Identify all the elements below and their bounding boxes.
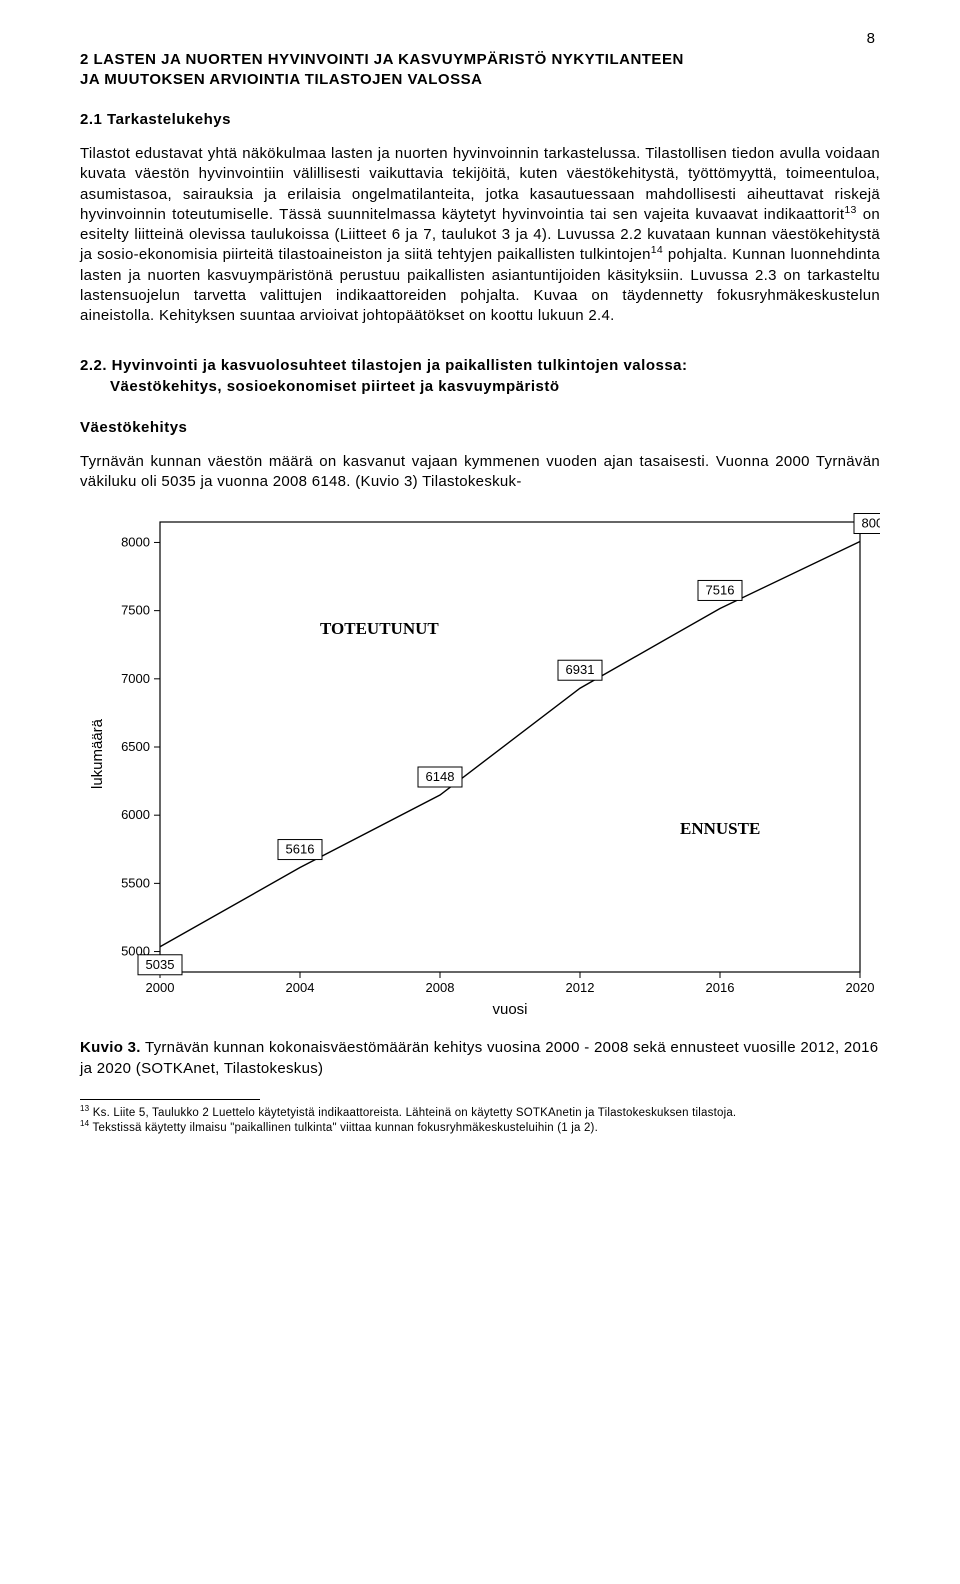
plot-border bbox=[160, 522, 860, 972]
caption-text: Tyrnävän kunnan kokonaisväestömäärän keh… bbox=[80, 1039, 878, 1076]
heading-2-2-line2: Väestökehitys, sosioekonomiset piirteet … bbox=[80, 377, 880, 397]
x-axis-label: vuosi bbox=[492, 1001, 527, 1018]
footnote-14-sup: 14 bbox=[80, 1119, 89, 1128]
footnote-13-sup: 13 bbox=[80, 1104, 89, 1113]
sup-ref-13: 13 bbox=[844, 204, 856, 216]
svg-text:7500: 7500 bbox=[121, 603, 150, 618]
svg-text:5616: 5616 bbox=[286, 842, 315, 857]
svg-text:2020: 2020 bbox=[846, 980, 875, 995]
heading-chapter-line1: 2 LASTEN JA NUORTEN HYVINVOINTI JA KASVU… bbox=[80, 51, 684, 68]
annotation-toteutunut: TOTEUTUNUT bbox=[320, 619, 439, 638]
heading-chapter-line2: JA MUUTOKSEN ARVIOINTIA TILASTOJEN VALOS… bbox=[80, 71, 482, 88]
svg-text:6148: 6148 bbox=[426, 769, 455, 784]
heading-section-2-2: 2.2. Hyvinvointi ja kasvuolosuhteet tila… bbox=[80, 356, 880, 397]
svg-text:6500: 6500 bbox=[121, 739, 150, 754]
document-page: 8 2 LASTEN JA NUORTEN HYVINVOINTI JA KAS… bbox=[0, 0, 960, 1176]
svg-text:2004: 2004 bbox=[286, 980, 315, 995]
svg-text:8000: 8000 bbox=[121, 535, 150, 550]
footnote-14: 14 Tekstissä käytetty ilmaisu "paikallin… bbox=[80, 1121, 880, 1136]
page-number: 8 bbox=[867, 30, 875, 47]
svg-text:2012: 2012 bbox=[566, 980, 595, 995]
population-chart: lukumäärä vuosi 500055006000650070007500… bbox=[80, 504, 880, 1024]
chart-svg: lukumäärä vuosi 500055006000650070007500… bbox=[80, 504, 880, 1024]
svg-text:6931: 6931 bbox=[566, 662, 595, 677]
footnote-13-text: Ks. Liite 5, Taulukko 2 Luettelo käytety… bbox=[89, 1107, 736, 1119]
heading-subsection-population: Väestökehitys bbox=[80, 419, 880, 436]
svg-text:7516: 7516 bbox=[706, 583, 735, 598]
svg-text:5500: 5500 bbox=[121, 876, 150, 891]
footnote-13: 13 Ks. Liite 5, Taulukko 2 Luettelo käyt… bbox=[80, 1106, 880, 1121]
paragraph-1: Tilastot edustavat yhtä näkökulmaa laste… bbox=[80, 144, 880, 326]
svg-text:2016: 2016 bbox=[706, 980, 735, 995]
heading-section-2-1: 2.1 Tarkastelukehys bbox=[80, 111, 880, 128]
y-axis-ticks: 5000550060006500700075008000 bbox=[121, 535, 160, 959]
svg-text:8007: 8007 bbox=[862, 516, 880, 531]
annotation-ennuste: ENNUSTE bbox=[680, 819, 760, 838]
heading-chapter: 2 LASTEN JA NUORTEN HYVINVOINTI JA KASVU… bbox=[80, 50, 880, 89]
svg-text:2008: 2008 bbox=[426, 980, 455, 995]
x-axis-ticks: 2000 2004 2008 2012 2016 2020 bbox=[146, 972, 875, 995]
caption-label: Kuvio 3. bbox=[80, 1039, 141, 1056]
footnote-separator bbox=[80, 1099, 260, 1100]
paragraph-1a: Tilastot edustavat yhtä näkökulmaa laste… bbox=[80, 145, 880, 223]
chart-caption: Kuvio 3. Tyrnävän kunnan kokonaisväestöm… bbox=[80, 1038, 880, 1079]
svg-text:7000: 7000 bbox=[121, 671, 150, 686]
sup-ref-14: 14 bbox=[651, 244, 663, 256]
svg-text:5035: 5035 bbox=[146, 957, 175, 972]
heading-2-2-line1: 2.2. Hyvinvointi ja kasvuolosuhteet tila… bbox=[80, 357, 688, 374]
svg-text:6000: 6000 bbox=[121, 807, 150, 822]
svg-text:2000: 2000 bbox=[146, 980, 175, 995]
paragraph-2: Tyrnävän kunnan väestön määrä on kasvanu… bbox=[80, 452, 880, 493]
footnote-14-text: Tekstissä käytetty ilmaisu "paikallinen … bbox=[89, 1122, 598, 1134]
y-axis-label: lukumäärä bbox=[89, 719, 106, 790]
